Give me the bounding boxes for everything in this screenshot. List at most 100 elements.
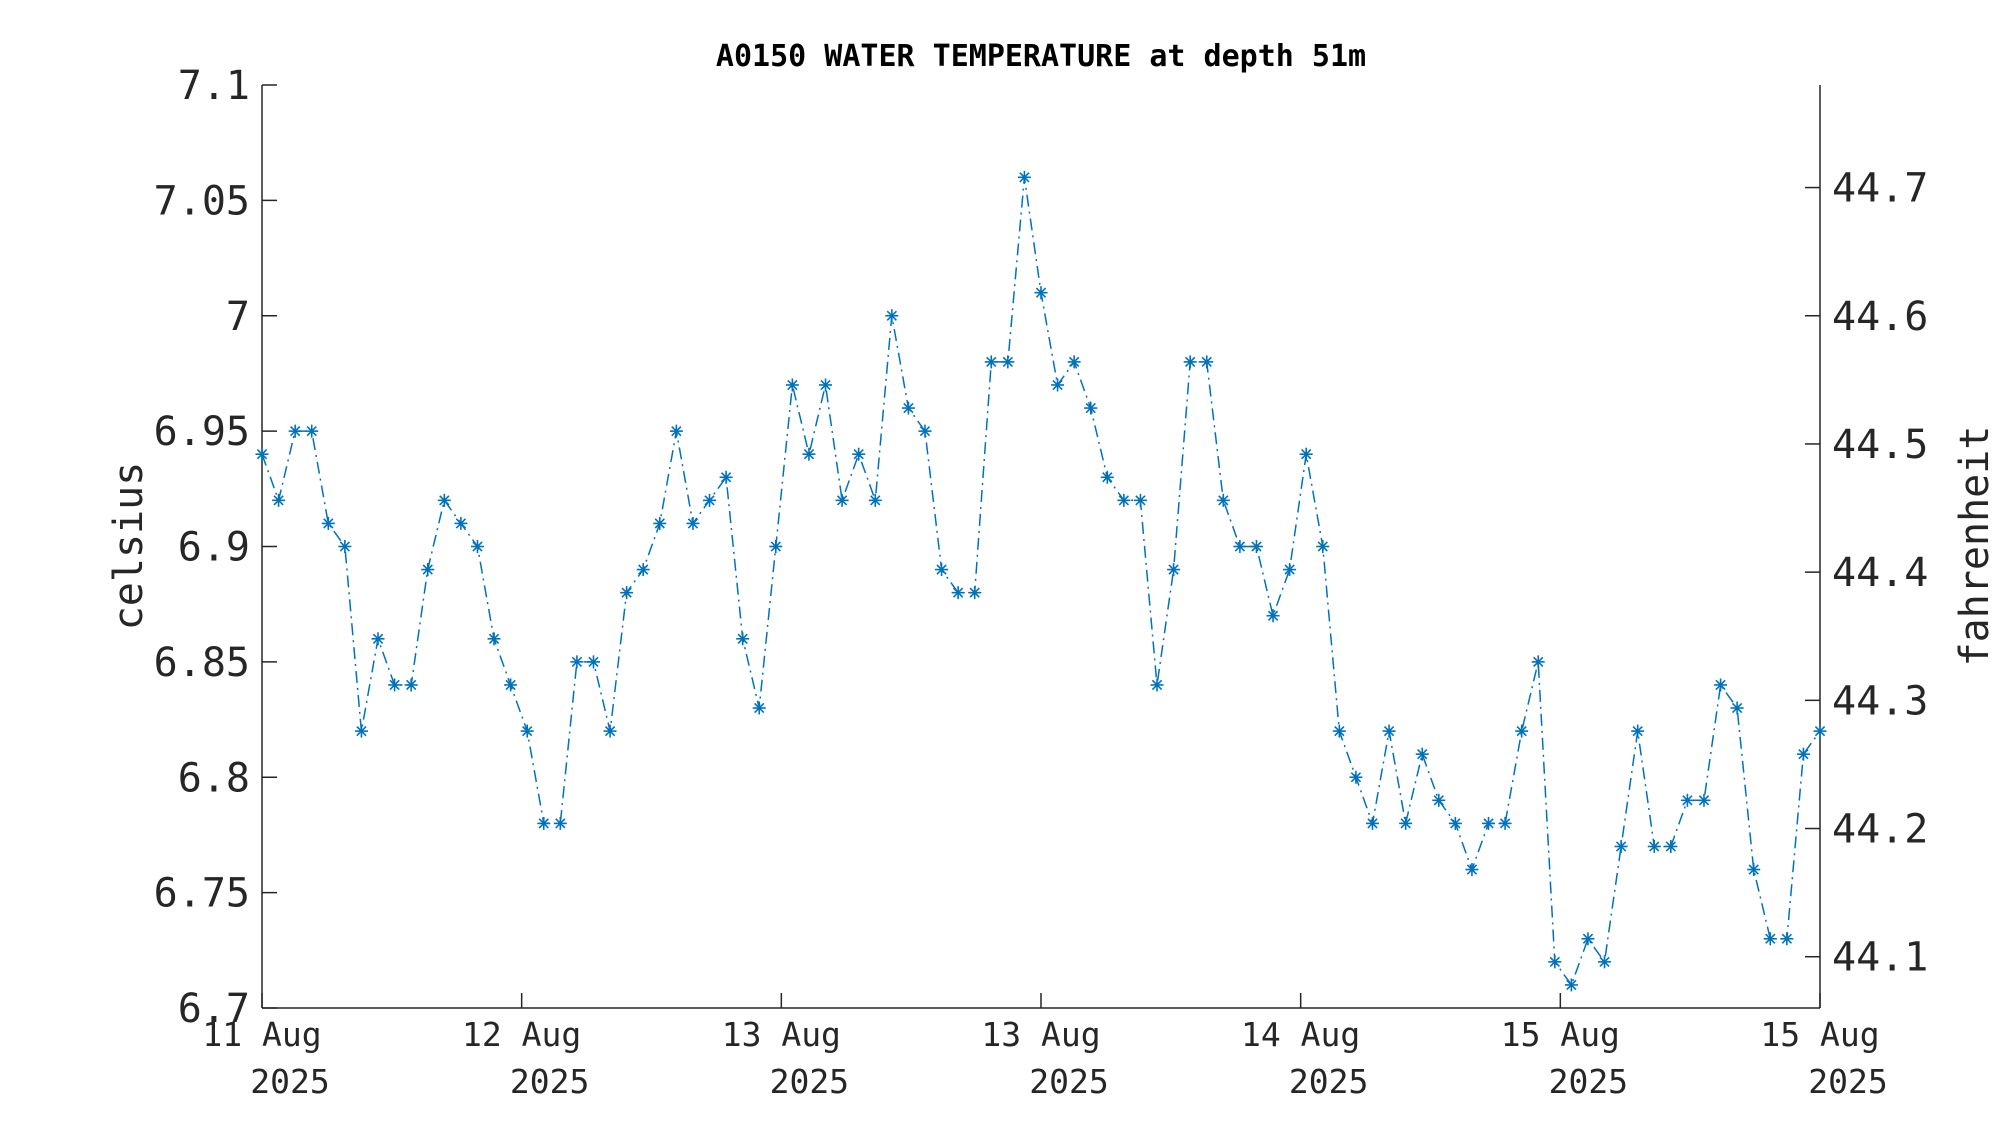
data-point-marker (487, 632, 501, 646)
x-tick-year: 2025 (1549, 1062, 1628, 1101)
data-point-marker (1084, 401, 1098, 415)
x-axis-ticks: 11 Aug 2025 12 Aug 2025 13 Aug 2025 13 Aug 2025… (202, 993, 1888, 1101)
data-point-marker (1365, 816, 1379, 830)
right-y-tick-label: 44.3 (1832, 678, 1928, 724)
data-point-marker (1482, 816, 1496, 830)
y-tick-label: 7 (226, 294, 250, 340)
data-point-marker (1598, 955, 1612, 969)
data-point-marker (1183, 355, 1197, 369)
data-point-marker (586, 655, 600, 669)
data-point-marker (1432, 793, 1446, 807)
y-tick-label: 6.8 (178, 755, 250, 801)
data-point-marker (752, 701, 766, 715)
right-y-tick-label: 44.6 (1832, 294, 1928, 340)
data-point-marker (901, 401, 915, 415)
data-point-marker (1796, 747, 1810, 761)
data-point-marker (255, 447, 269, 461)
data-point-marker (703, 493, 717, 507)
data-point-marker (504, 678, 518, 692)
y-tick-label: 6.95 (154, 409, 250, 455)
data-point-marker (1067, 355, 1081, 369)
x-tick-year: 2025 (510, 1062, 589, 1101)
data-point-marker (669, 424, 683, 438)
x-tick-day: 11 Aug (202, 1015, 321, 1054)
data-point-marker (1299, 447, 1313, 461)
data-point-marker (1697, 793, 1711, 807)
x-tick-year: 2025 (250, 1062, 329, 1101)
x-tick-day: 13 Aug (981, 1015, 1100, 1054)
x-tick-year: 2025 (1029, 1062, 1108, 1101)
data-point-marker (819, 378, 833, 392)
data-point-marker (553, 816, 567, 830)
data-point-marker (852, 447, 866, 461)
data-point-marker (1780, 932, 1794, 946)
data-point-marker (1283, 563, 1297, 577)
x-tick-day: 13 Aug (722, 1015, 841, 1054)
data-point-marker (1564, 978, 1578, 992)
data-point-marker (404, 678, 418, 692)
data-point-marker (935, 563, 949, 577)
data-point-marker (1167, 563, 1181, 577)
data-point-marker (1100, 470, 1114, 484)
y-tick-label: 6.75 (154, 871, 250, 917)
data-point-marker (918, 424, 932, 438)
data-point-marker (1133, 493, 1147, 507)
x-tick-year: 2025 (770, 1062, 849, 1101)
data-point-marker (454, 516, 468, 530)
x-tick-day: 14 Aug (1241, 1015, 1360, 1054)
data-point-marker (1117, 493, 1131, 507)
data-point-marker (272, 493, 286, 507)
right-y-tick-label: 44.7 (1832, 166, 1928, 212)
chart-title: A0150 WATER TEMPERATURE at depth 51m (716, 39, 1366, 74)
data-point-marker (338, 540, 352, 553)
data-point-marker (1316, 540, 1330, 553)
right-y-tick-label: 44.5 (1832, 422, 1928, 468)
right-y-tick-label: 44.2 (1832, 807, 1928, 853)
data-point-marker (636, 563, 650, 577)
right-y-axis-ticks: 44.1 44.2 44.3 44.4 44.5 44.6 44.7 (1805, 166, 1928, 981)
data-point-marker (1813, 724, 1827, 738)
data-point-marker (421, 563, 435, 577)
data-point-marker (388, 678, 402, 692)
data-point-marker (1382, 724, 1396, 738)
data-point-marker (1498, 816, 1512, 830)
data-point-marker (1415, 747, 1429, 761)
data-point-marker (719, 470, 733, 484)
data-point-marker (686, 516, 700, 530)
y-tick-label: 7.05 (154, 178, 250, 224)
data-point-marker (1531, 655, 1545, 669)
y-tick-label: 6.7 (178, 986, 250, 1032)
data-point-marker (1034, 286, 1048, 300)
data-point-marker (1332, 724, 1346, 738)
data-point-marker (288, 424, 302, 438)
data-point-marker (1216, 493, 1230, 507)
data-point-marker (570, 655, 584, 669)
data-point-marker (968, 586, 982, 600)
data-point-marker (951, 586, 965, 600)
data-point-marker (1150, 678, 1164, 692)
data-point-marker (1001, 355, 1015, 369)
y-axis-label: celsius (106, 462, 152, 631)
y-tick-label: 6.85 (154, 640, 250, 686)
data-point-marker (1017, 170, 1031, 184)
x-tick-day: 15 Aug (1760, 1015, 1879, 1054)
y-tick-label: 6.9 (178, 525, 250, 571)
data-point-marker (537, 816, 551, 830)
data-point-marker (437, 493, 451, 507)
data-point-marker (321, 516, 335, 530)
data-point-marker (603, 724, 617, 738)
data-point-marker (1448, 816, 1462, 830)
data-point-marker (1714, 678, 1728, 692)
series-layer (255, 170, 1827, 992)
data-point-marker (354, 724, 368, 738)
data-point-marker (1647, 839, 1661, 853)
x-tick-year: 2025 (1289, 1062, 1368, 1101)
data-point-marker (1581, 932, 1595, 946)
data-point-marker (835, 493, 849, 507)
data-point-marker (885, 309, 899, 323)
data-point-marker (1249, 540, 1263, 553)
data-point-marker (785, 378, 799, 392)
data-point-marker (1664, 839, 1678, 853)
data-point-marker (1548, 955, 1562, 969)
